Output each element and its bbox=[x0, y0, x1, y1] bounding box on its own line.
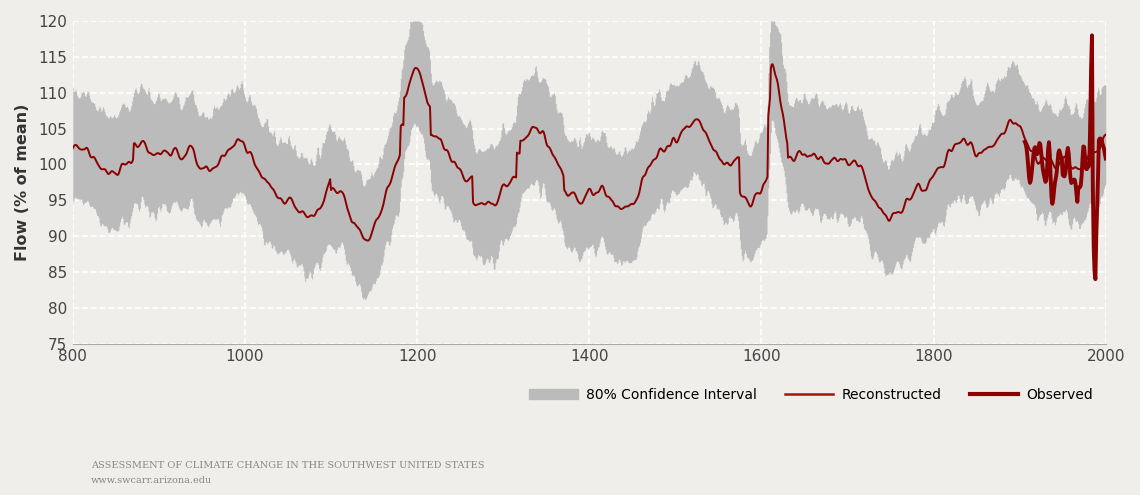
Text: ASSESSMENT OF CLIMATE CHANGE IN THE SOUTHWEST UNITED STATES: ASSESSMENT OF CLIMATE CHANGE IN THE SOUT… bbox=[91, 461, 484, 470]
Legend: 80% Confidence Interval, Reconstructed, Observed: 80% Confidence Interval, Reconstructed, … bbox=[523, 383, 1099, 408]
Text: www.swcarr.arizona.edu: www.swcarr.arizona.edu bbox=[91, 476, 212, 485]
Y-axis label: Flow (% of mean): Flow (% of mean) bbox=[15, 103, 30, 261]
